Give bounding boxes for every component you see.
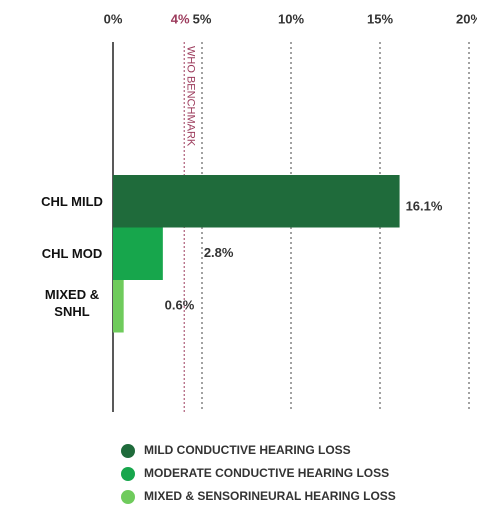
value-label: 16.1% <box>406 199 443 214</box>
x-tick-label: 15% <box>367 11 393 26</box>
value-label: 2.8% <box>204 245 234 260</box>
x-tick-label: 5% <box>193 11 212 26</box>
legend-swatch <box>121 490 135 504</box>
legend-label: MIXED & SENSORINEURAL HEARING LOSS <box>144 489 396 503</box>
benchmark-tick-label: 4% <box>171 11 190 26</box>
category-label: CHL MILD <box>41 193 103 209</box>
category-label: MIXED & SNHL <box>44 287 100 320</box>
legend-label: MODERATE CONDUCTIVE HEARING LOSS <box>144 466 389 480</box>
x-tick-label: 20% <box>456 11 477 26</box>
legend-swatch <box>121 444 135 458</box>
legend-swatch <box>121 467 135 481</box>
category-label: CHL MOD <box>41 246 103 262</box>
bar <box>113 175 400 228</box>
x-tick-label: 0% <box>104 11 123 26</box>
bar <box>113 280 124 333</box>
x-tick-label: 10% <box>278 11 304 26</box>
legend-label: MILD CONDUCTIVE HEARING LOSS <box>144 443 351 457</box>
benchmark-label: WHO BENCHMARK <box>184 46 196 147</box>
bar <box>113 227 163 280</box>
value-label: 0.6% <box>165 298 195 313</box>
